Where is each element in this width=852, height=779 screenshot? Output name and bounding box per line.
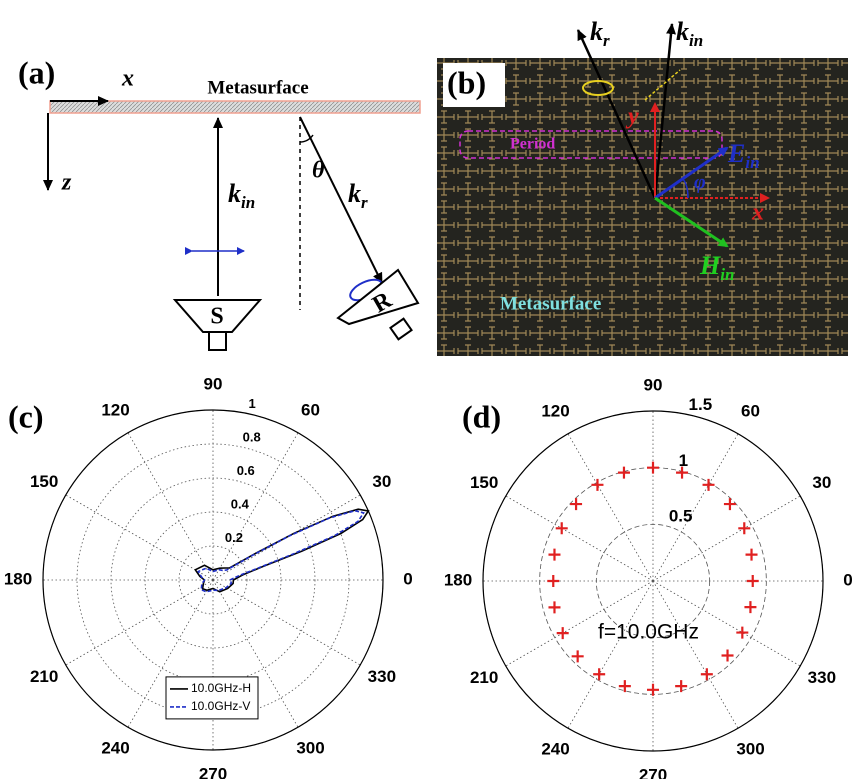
- angle-tick-label: 180: [4, 569, 32, 588]
- figure: (a) Metasurface x z kin S θ kr R (b) Per…: [0, 0, 852, 779]
- marker: [593, 668, 605, 680]
- legend-label: 10.0GHz-V: [191, 699, 250, 713]
- legend-label: 10.0GHz-H: [191, 681, 251, 695]
- marker: [724, 498, 736, 510]
- r-tick-label: 1: [249, 396, 256, 411]
- spoke: [66, 580, 213, 665]
- angle-tick-label: 0: [843, 570, 852, 589]
- marker: [547, 575, 559, 587]
- panel-b: (b) Period kr kin y x Ein φ Hin Metasurf…: [437, 17, 848, 356]
- angle-tick-label: 90: [204, 374, 223, 393]
- marker: [744, 601, 756, 613]
- k-r-label: kr: [590, 17, 610, 50]
- angle-tick-label: 210: [30, 667, 58, 686]
- r-tick-label: 0.4: [231, 496, 250, 511]
- r-tick-label: 0.5: [669, 507, 693, 526]
- surface-label: Metasurface: [500, 293, 601, 314]
- angle-tick-label: 270: [639, 765, 667, 779]
- marker: [556, 522, 568, 534]
- marker: [619, 680, 631, 692]
- spoke: [128, 433, 213, 580]
- spoke: [66, 495, 213, 580]
- marker: [570, 498, 582, 510]
- panel-label: (b): [447, 64, 486, 100]
- angle-tick-label: 240: [541, 739, 569, 758]
- marker: [738, 522, 750, 534]
- series-line: [198, 511, 363, 592]
- series-line: [195, 509, 368, 592]
- panel-label: (d): [462, 398, 501, 434]
- marker: [736, 627, 748, 639]
- marker: [747, 575, 759, 587]
- r-tick-label: 1: [679, 451, 688, 470]
- angle-tick-label: 30: [372, 472, 391, 491]
- marker: [572, 650, 584, 662]
- r-tick-label: 0.2: [225, 530, 243, 545]
- marker: [722, 650, 734, 662]
- angle-tick-label: 240: [101, 738, 129, 757]
- angle-tick-label: 90: [644, 375, 663, 394]
- x-label: x: [121, 66, 134, 92]
- marker: [618, 467, 630, 479]
- angle-tick-label: 300: [736, 739, 764, 758]
- phi-label: φ: [694, 172, 706, 194]
- x-label: x: [751, 200, 764, 226]
- marker: [548, 549, 560, 561]
- marker: [591, 479, 603, 491]
- angle-tick-label: 150: [30, 472, 58, 491]
- k-in-label: kin: [676, 17, 703, 50]
- angle-tick-label: 30: [812, 473, 831, 492]
- spoke: [568, 434, 653, 581]
- panel-a: (a) Metasurface x z kin S θ kr R: [18, 54, 420, 350]
- r-tick-label: 0.8: [243, 430, 261, 445]
- reflected-arrow: [300, 117, 382, 283]
- horn-r-feed: [390, 319, 411, 340]
- y-label: y: [625, 104, 639, 130]
- theta-label: θ: [312, 158, 325, 184]
- marker: [746, 549, 758, 561]
- angle-tick-label: 60: [301, 401, 320, 420]
- angle-tick-label: 330: [808, 668, 836, 687]
- angle-tick-label: 210: [470, 668, 498, 687]
- angle-tick-label: 180: [444, 570, 472, 589]
- marker: [548, 601, 560, 613]
- angle-tick-label: 120: [101, 401, 129, 420]
- angle-tick-label: 330: [368, 667, 396, 686]
- r-tick-label: 0.6: [237, 463, 255, 478]
- z-label: z: [61, 170, 72, 196]
- source-label: S: [210, 304, 223, 330]
- marker: [647, 462, 659, 474]
- annotation: f=10.0GHz: [598, 621, 699, 644]
- marker: [703, 479, 715, 491]
- k-r-label: kr: [348, 179, 368, 212]
- r-tick-label: 1.5: [689, 395, 713, 414]
- spoke: [568, 581, 653, 728]
- metasurface-slab: [50, 101, 420, 113]
- panel-label: (a): [18, 54, 55, 90]
- horn-s-feed: [209, 332, 226, 350]
- angle-tick-label: 60: [741, 402, 760, 421]
- angle-tick-label: 150: [470, 473, 498, 492]
- angle-tick-label: 120: [541, 402, 569, 421]
- spoke: [213, 580, 360, 665]
- spoke: [506, 496, 653, 581]
- surface-label: Metasurface: [207, 77, 308, 98]
- marker: [647, 684, 659, 696]
- spoke: [653, 434, 738, 581]
- k-in-label: kin: [228, 179, 255, 212]
- marker: [557, 627, 569, 639]
- period-label: Period: [510, 136, 555, 153]
- marker: [675, 680, 687, 692]
- angle-tick-label: 0: [403, 569, 412, 588]
- angle-tick-label: 270: [199, 764, 227, 779]
- panel-label: (c): [8, 398, 44, 434]
- angle-tick-label: 300: [296, 738, 324, 757]
